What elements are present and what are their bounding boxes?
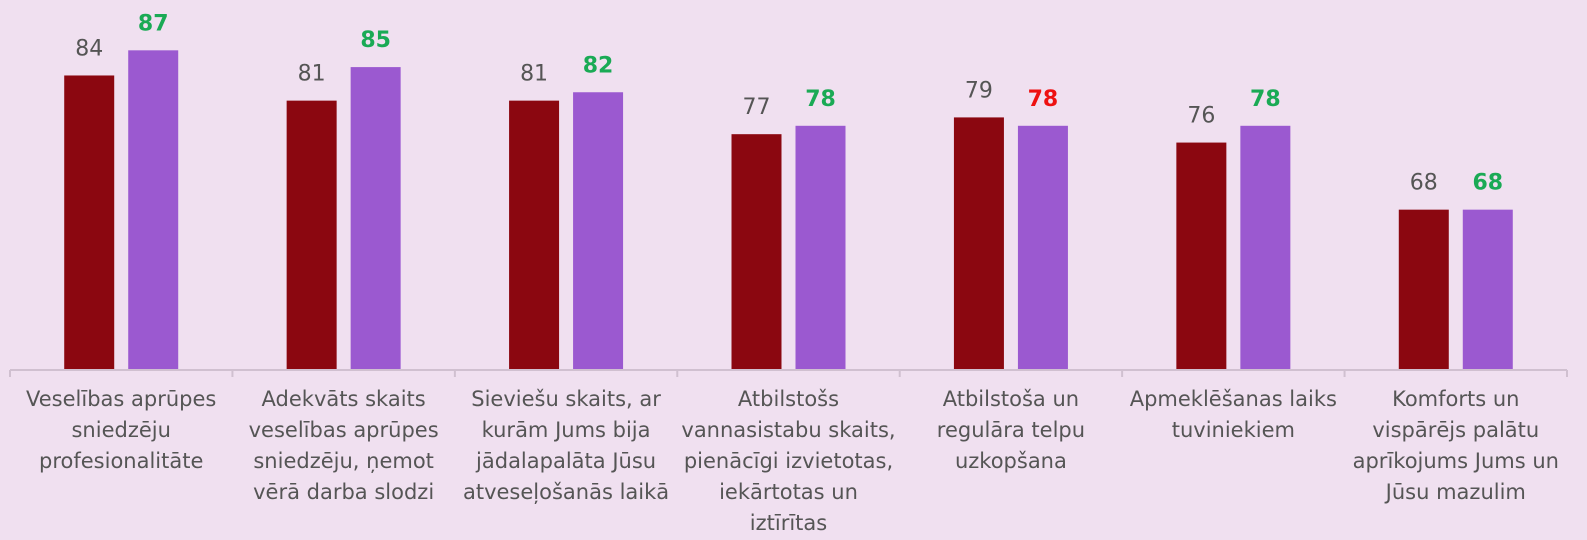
x-tick-label: Veselības aprūpes sniedzēju profesionali… [26,387,217,473]
x-tick-label: Sieviešu skaits, ar kurām Jums bija jāda… [462,387,670,504]
value-label: 81 [298,62,326,87]
x-tick-label: Adekvāts skaits veselības aprūpes sniedz… [248,387,439,504]
bar [509,100,560,370]
bar [1176,142,1227,369]
bar [795,125,846,369]
value-label: 79 [965,78,993,103]
value-label: 77 [743,95,771,120]
value-label: 78 [1250,87,1281,112]
value-label: 78 [1028,87,1059,112]
value-label: 82 [583,53,614,78]
value-label: 76 [1187,104,1215,129]
x-tick-label: Atbilstoša un regulāra telpu uzkopšana [936,387,1086,473]
bar [573,92,624,369]
value-label: 78 [805,87,836,112]
bar [1398,209,1449,369]
x-tick-label: Komforts un vispārējs palātu aprīkojums … [1352,387,1559,504]
bar [128,50,179,370]
x-tick-label: Atbilstošs vannasistabu skaits, pienācīg… [681,387,896,535]
bar [953,117,1004,369]
bar [286,100,337,370]
x-tick-label: Apmeklēšanas laiks tuviniekiem [1129,387,1337,442]
value-label: 81 [520,62,548,87]
bar [731,134,782,369]
bar [1462,209,1513,369]
value-label: 68 [1410,171,1438,196]
bar [1240,125,1291,369]
value-label: 85 [360,28,391,53]
bar [1017,125,1068,369]
value-label: 84 [75,36,103,61]
bar [64,75,115,370]
value-label: 68 [1472,171,1503,196]
value-label: 87 [138,11,169,36]
bar [350,67,401,369]
